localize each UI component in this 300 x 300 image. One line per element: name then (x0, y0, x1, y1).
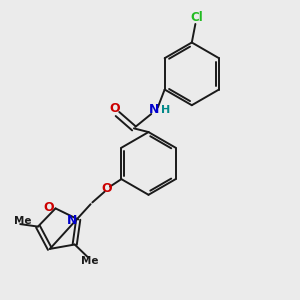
Text: Cl: Cl (190, 11, 203, 24)
Text: O: O (109, 102, 120, 115)
Text: O: O (102, 182, 112, 195)
Text: N: N (149, 103, 159, 116)
Text: H: H (161, 104, 170, 115)
Text: Me: Me (81, 256, 99, 266)
Text: Me: Me (14, 216, 31, 226)
Text: O: O (44, 201, 54, 214)
Text: N: N (67, 214, 77, 227)
